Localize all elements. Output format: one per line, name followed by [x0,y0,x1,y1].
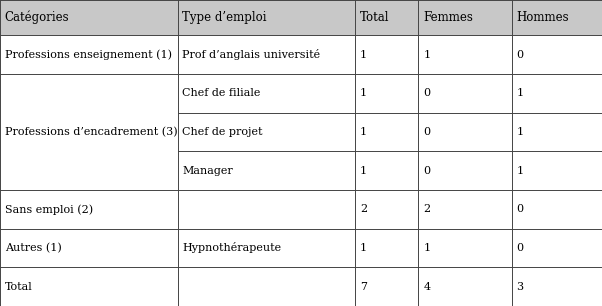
Bar [0,113,178,151]
Text: 1: 1 [360,243,367,253]
Text: 3: 3 [517,282,524,292]
Bar [0,151,178,190]
Text: 1: 1 [360,166,367,176]
Text: Hommes: Hommes [517,11,569,24]
Bar [178,35,355,74]
Text: 0: 0 [423,127,430,137]
Bar [178,151,355,190]
Bar [0,35,178,74]
Bar [0,267,178,306]
Text: 1: 1 [423,50,430,60]
Bar [178,74,355,113]
Text: Chef de projet: Chef de projet [182,127,263,137]
Text: Manager: Manager [182,166,233,176]
Bar [512,0,602,35]
Bar [512,113,602,151]
Bar [512,229,602,267]
Bar [418,190,512,229]
Bar [418,267,512,306]
Text: 1: 1 [360,50,367,60]
Text: 0: 0 [423,88,430,98]
Bar [178,229,355,267]
Text: 1: 1 [423,243,430,253]
Bar [418,113,512,151]
Text: 0: 0 [517,243,524,253]
Bar [418,74,512,113]
Bar [0,229,178,267]
Bar [178,0,355,35]
Bar [418,35,512,74]
Bar [355,151,418,190]
Bar [178,113,355,151]
Bar [0,190,178,229]
Bar [512,267,602,306]
Bar [0,74,178,113]
Bar [512,35,602,74]
Text: 0: 0 [517,204,524,214]
Text: 0: 0 [517,50,524,60]
Text: Total: Total [360,11,389,24]
Bar [512,151,602,190]
Text: 1: 1 [360,127,367,137]
Bar [355,267,418,306]
Text: 2: 2 [360,204,367,214]
Text: Total: Total [5,282,33,292]
Bar [418,229,512,267]
Text: Chef de filiale: Chef de filiale [182,88,261,98]
Bar [355,0,418,35]
Bar [355,113,418,151]
Bar [418,0,512,35]
Text: Type d’emploi: Type d’emploi [182,11,267,24]
Text: Prof d’anglais université: Prof d’anglais université [182,49,320,60]
Text: Sans emploi (2): Sans emploi (2) [5,204,93,215]
Text: 2: 2 [423,204,430,214]
Text: 7: 7 [360,282,367,292]
Text: Femmes: Femmes [423,11,473,24]
Text: Catégories: Catégories [5,11,69,24]
Bar [512,74,602,113]
Text: 1: 1 [517,88,524,98]
Bar [418,151,512,190]
Bar [0,0,178,35]
Text: 4: 4 [423,282,430,292]
Text: 1: 1 [360,88,367,98]
Text: Autres (1): Autres (1) [5,243,61,253]
Bar [355,229,418,267]
Bar [178,267,355,306]
Text: 1: 1 [517,166,524,176]
Text: 1: 1 [517,127,524,137]
Text: Professions d’encadrement (3): Professions d’encadrement (3) [5,127,178,137]
Bar [512,190,602,229]
Text: 0: 0 [423,166,430,176]
Text: Hypnothérapeute: Hypnothérapeute [182,242,282,253]
Bar [355,190,418,229]
Bar [178,190,355,229]
Bar [355,74,418,113]
Text: Professions enseignement (1): Professions enseignement (1) [5,49,172,60]
Bar [355,35,418,74]
